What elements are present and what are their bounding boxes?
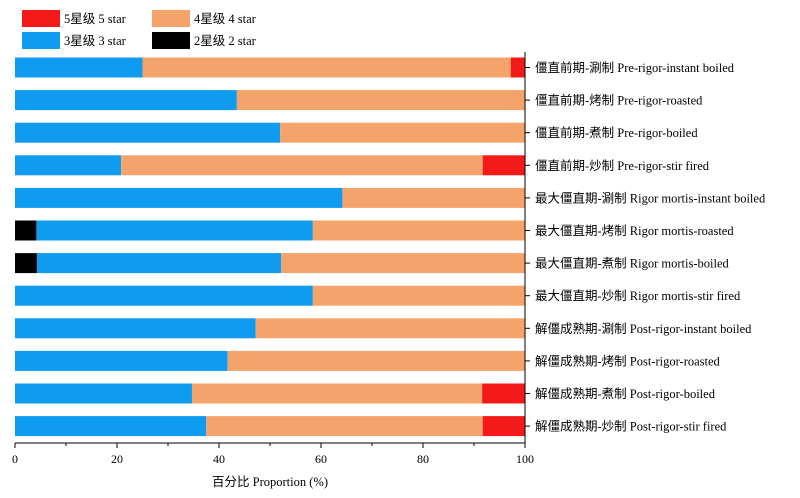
category-label: 解僵成熟期-煮制 Post-rigor-boiled: [535, 386, 716, 401]
bar-segment-row4-series2: [15, 155, 122, 176]
bars: [15, 57, 526, 437]
bar-segment-row3-series3: [280, 122, 525, 143]
bar-segment-row1-series4: [510, 57, 525, 78]
bar-segment-row6-series2: [36, 220, 313, 241]
x-tick-label: 20: [111, 452, 123, 466]
category-label: 僵直前期-炒制 Pre-rigor-stir fired: [535, 158, 710, 173]
bar-segment-row6-series3: [312, 220, 525, 241]
category-label: 解僵成熟期-炒制 Post-rigor-stir fired: [535, 419, 727, 434]
category-label: 僵直前期-烤制 Pre-rigor-roasted: [535, 93, 703, 108]
bar-segment-row11-series3: [191, 383, 483, 404]
category-labels: 僵直前期-涮制 Pre-rigor-instant boiled 僵直前期-烤制 …: [535, 60, 766, 434]
legend: 5星级 5 star 4星级 4 star 3星级 3 star 2星级 2 star: [22, 10, 257, 49]
bar-segment-row1-series2: [15, 57, 143, 78]
bar-segment-row4-series3: [121, 155, 483, 176]
x-tick-label: 0: [12, 452, 18, 466]
bar-segment-row3-series2: [15, 122, 281, 143]
bar-segment-row12-series4: [482, 416, 525, 437]
bar-segment-row6-series1: [15, 220, 37, 241]
bar-segment-row2-series2: [15, 90, 237, 111]
legend-swatch: [152, 10, 190, 27]
bar-segment-row7-series1: [15, 253, 37, 274]
bar-segment-row11-series4: [482, 383, 525, 404]
bar-segment-row7-series3: [281, 253, 525, 274]
category-label: 最大僵直期-烤制 Rigor mortis-roasted: [535, 223, 734, 238]
legend-label: 3星级 3 star: [64, 34, 127, 48]
bar-segment-row9-series2: [15, 318, 256, 339]
category-label: 解僵成熟期-涮制 Post-rigor-instant boiled: [535, 321, 752, 336]
bar-segment-row4-series4: [482, 155, 525, 176]
x-tick-label: 80: [417, 452, 429, 466]
x-tick-label: 60: [315, 452, 327, 466]
category-label: 最大僵直期-煮制 Rigor mortis-boiled: [535, 257, 729, 271]
bar-segment-row11-series2: [15, 383, 192, 404]
category-label: 解僵成熟期-烤制 Post-rigor-roasted: [535, 353, 721, 368]
bar-segment-row12-series2: [15, 416, 207, 437]
category-label: 僵直前期-煮制 Pre-rigor-boiled: [535, 125, 698, 140]
legend-swatch: [22, 32, 60, 49]
x-tick-label: 40: [213, 452, 225, 466]
legend-label: 4星级 4 star: [194, 12, 257, 26]
bar-segment-row10-series3: [227, 350, 526, 371]
legend-label: 5星级 5 star: [64, 12, 127, 26]
category-label: 僵直前期-涮制 Pre-rigor-instant boiled: [535, 60, 735, 75]
x-axis-title: 百分比 Proportion (%): [212, 475, 328, 489]
bar-segment-row9-series3: [255, 318, 525, 339]
category-label: 最大僵直期-炒制 Rigor mortis-stir fired: [535, 289, 741, 303]
bar-segment-row7-series2: [36, 253, 282, 274]
legend-swatch: [22, 10, 60, 27]
axes: 0 20 40 60 80 100: [12, 52, 534, 466]
bar-segment-row5-series2: [15, 187, 343, 208]
bar-segment-row1-series3: [142, 57, 511, 78]
legend-swatch: [152, 32, 190, 49]
bar-segment-row2-series3: [236, 90, 525, 111]
bar-segment-row8-series3: [312, 285, 525, 306]
bar-segment-row5-series3: [342, 187, 525, 208]
legend-label: 2星级 2 star: [194, 34, 257, 48]
category-label: 最大僵直期-涮制 Rigor mortis-instant boiled: [535, 191, 766, 205]
bar-segment-row12-series3: [206, 416, 483, 437]
x-tick-label: 100: [516, 452, 534, 466]
bar-segment-row10-series2: [15, 350, 228, 371]
bar-segment-row8-series2: [15, 285, 313, 306]
